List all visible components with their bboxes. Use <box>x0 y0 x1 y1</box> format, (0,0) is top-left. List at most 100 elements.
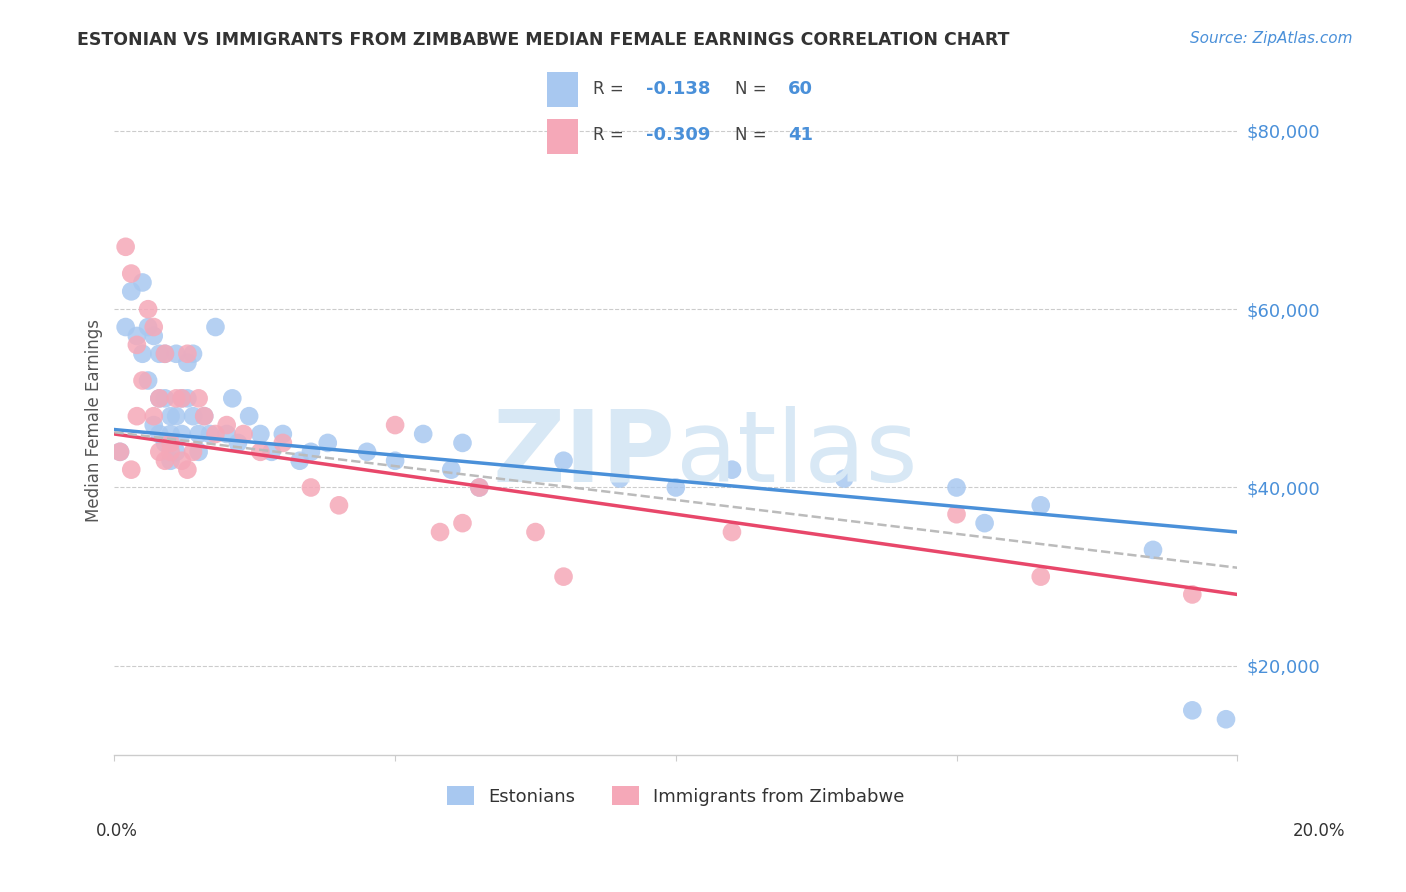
Point <box>204 320 226 334</box>
Point <box>176 347 198 361</box>
Point <box>299 481 322 495</box>
Point <box>114 320 136 334</box>
Point <box>153 347 176 361</box>
Point <box>108 445 131 459</box>
Point <box>176 463 198 477</box>
Point <box>153 347 176 361</box>
Point <box>131 276 153 290</box>
Point <box>524 524 547 539</box>
Point <box>159 445 181 459</box>
Point <box>153 454 176 468</box>
Point <box>299 445 322 459</box>
Point <box>215 418 238 433</box>
Point <box>945 481 967 495</box>
Point <box>136 374 159 388</box>
Point <box>165 445 187 459</box>
Point <box>187 427 209 442</box>
Point <box>142 329 165 343</box>
Point <box>136 320 159 334</box>
Y-axis label: Median Female Earnings: Median Female Earnings <box>86 319 103 522</box>
Point <box>176 356 198 370</box>
Point <box>1181 587 1204 601</box>
Point <box>153 392 176 406</box>
Point <box>271 427 294 442</box>
Point <box>142 320 165 334</box>
Point <box>451 436 474 450</box>
Point <box>181 409 204 424</box>
Point <box>238 409 260 424</box>
Point <box>1029 569 1052 583</box>
Point <box>249 427 271 442</box>
Point <box>221 392 243 406</box>
Point <box>176 392 198 406</box>
Point <box>165 392 187 406</box>
FancyBboxPatch shape <box>547 119 578 153</box>
Point <box>136 302 159 317</box>
Point <box>665 481 688 495</box>
Point <box>148 347 170 361</box>
Point <box>159 409 181 424</box>
Text: Source: ZipAtlas.com: Source: ZipAtlas.com <box>1189 31 1353 46</box>
Point <box>288 454 311 468</box>
Point <box>165 347 187 361</box>
Point <box>384 418 406 433</box>
Point <box>945 507 967 521</box>
Point <box>187 445 209 459</box>
Point <box>159 454 181 468</box>
Text: N =: N = <box>735 79 766 97</box>
Text: R =: R = <box>593 79 624 97</box>
Text: 60: 60 <box>787 79 813 97</box>
FancyBboxPatch shape <box>547 71 578 106</box>
Point <box>187 392 209 406</box>
Text: ZIP: ZIP <box>494 406 676 502</box>
Point <box>226 436 249 450</box>
Point <box>165 409 187 424</box>
Text: R =: R = <box>593 127 624 145</box>
Point <box>832 472 855 486</box>
Point <box>114 240 136 254</box>
Point <box>468 481 491 495</box>
Point <box>125 338 148 352</box>
Point <box>170 427 193 442</box>
Point <box>198 427 221 442</box>
Point <box>384 454 406 468</box>
Point <box>609 472 631 486</box>
Point <box>721 524 744 539</box>
Point <box>553 569 575 583</box>
Point <box>204 427 226 442</box>
Point <box>148 392 170 406</box>
Point <box>159 427 181 442</box>
Text: atlas: atlas <box>676 406 918 502</box>
Point <box>973 516 995 530</box>
Point <box>440 463 463 477</box>
Point <box>170 392 193 406</box>
Point <box>316 436 339 450</box>
Point <box>721 463 744 477</box>
Point <box>125 329 148 343</box>
Point <box>215 427 238 442</box>
Point <box>232 427 254 442</box>
Text: 41: 41 <box>787 127 813 145</box>
Point <box>412 427 434 442</box>
Point <box>181 445 204 459</box>
Point <box>142 409 165 424</box>
Point <box>153 436 176 450</box>
Point <box>131 374 153 388</box>
Point <box>1181 703 1204 717</box>
Text: ESTONIAN VS IMMIGRANTS FROM ZIMBABWE MEDIAN FEMALE EARNINGS CORRELATION CHART: ESTONIAN VS IMMIGRANTS FROM ZIMBABWE MED… <box>77 31 1010 49</box>
Point <box>1029 498 1052 512</box>
Point <box>451 516 474 530</box>
Text: -0.138: -0.138 <box>645 79 710 97</box>
Point <box>159 436 181 450</box>
Point <box>429 524 451 539</box>
Point <box>120 285 142 299</box>
Point <box>148 427 170 442</box>
Point <box>193 409 215 424</box>
Text: 20.0%: 20.0% <box>1292 822 1346 840</box>
Point <box>148 392 170 406</box>
Text: -0.309: -0.309 <box>645 127 710 145</box>
Point <box>271 436 294 450</box>
Point <box>142 418 165 433</box>
Point <box>131 347 153 361</box>
Point <box>468 481 491 495</box>
